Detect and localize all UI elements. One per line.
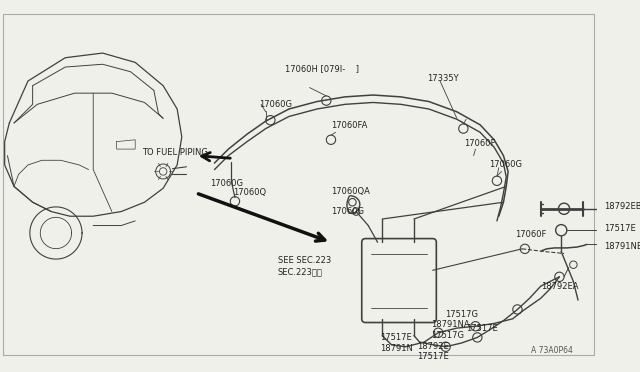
Text: A 73A0P64: A 73A0P64: [531, 346, 573, 355]
Text: 17060F: 17060F: [515, 230, 546, 239]
Text: 17060Q: 17060Q: [233, 188, 266, 198]
Text: 17060G: 17060G: [259, 100, 292, 109]
Text: 18791N: 18791N: [380, 344, 413, 353]
Text: 17517G: 17517G: [431, 331, 464, 340]
Text: 18792EB: 18792EB: [604, 202, 640, 211]
Text: 18791NA: 18791NA: [431, 320, 469, 329]
Text: SEC.223参照: SEC.223参照: [278, 268, 323, 277]
Text: 17060G: 17060G: [331, 207, 364, 216]
Text: 17060G: 17060G: [490, 160, 522, 169]
Text: 17060QA: 17060QA: [331, 186, 370, 196]
Text: 17060G: 17060G: [210, 179, 243, 188]
FancyBboxPatch shape: [362, 238, 436, 323]
Text: 17335Y: 17335Y: [427, 74, 459, 83]
Text: 17060F: 17060F: [464, 139, 495, 148]
Text: SEE SEC.223: SEE SEC.223: [278, 256, 331, 266]
Text: 17060FA: 17060FA: [331, 121, 367, 130]
Text: 17517E: 17517E: [604, 224, 636, 233]
Text: 17517E: 17517E: [466, 324, 498, 333]
Text: 18791NB: 18791NB: [604, 243, 640, 251]
Text: TO FUEL PIPING: TO FUEL PIPING: [141, 148, 207, 157]
Text: 17517E: 17517E: [380, 333, 412, 342]
Text: 18792EA: 18792EA: [541, 282, 579, 291]
Text: 18792E: 18792E: [417, 342, 449, 351]
Text: 17517E: 17517E: [417, 352, 449, 360]
Text: 17060H [079I-    ]: 17060H [079I- ]: [285, 64, 359, 73]
Text: 17517G: 17517G: [445, 310, 477, 318]
